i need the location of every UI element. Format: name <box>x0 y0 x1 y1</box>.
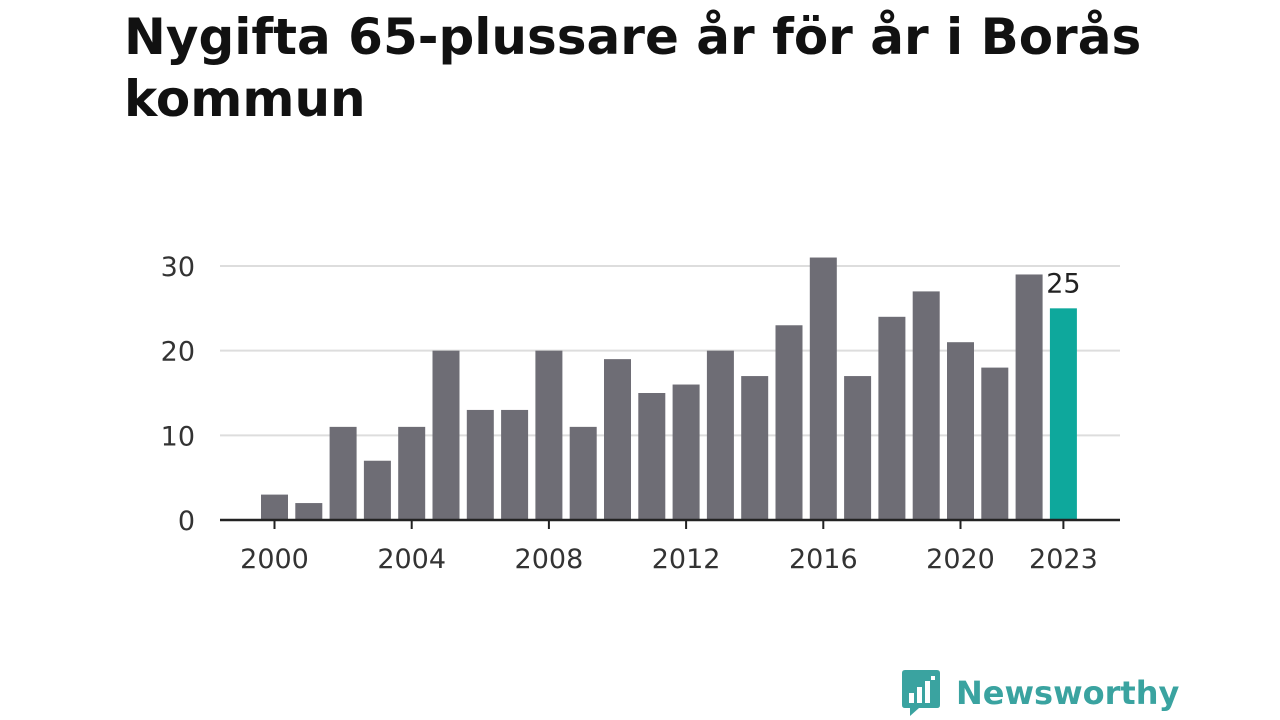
bar-2001 <box>295 503 323 520</box>
bar-2010 <box>604 359 631 520</box>
x-tick-label: 2004 <box>377 544 446 575</box>
bar-chart-speech-bubble-icon <box>902 670 940 716</box>
bar-2021 <box>981 367 1009 520</box>
bar-chart: 0 10 20 30 25 2000 2004 2008 2012 2016 2020 2023 <box>161 252 1120 575</box>
bar-2011 <box>638 393 666 520</box>
bar-2023 <box>1049 308 1077 520</box>
bar-2000 <box>261 494 288 520</box>
bar-2014 <box>741 376 769 520</box>
axes <box>220 518 1120 529</box>
bar-2007 <box>501 409 529 520</box>
x-tick-label: 2016 <box>789 544 858 575</box>
x-tick-label: 2000 <box>240 544 309 575</box>
bar-2006 <box>466 409 494 520</box>
bar-2003 <box>363 460 391 520</box>
bar-2019 <box>912 291 940 520</box>
chart-title: Nygifta 65-plussare år för år i Borås ko… <box>124 8 1142 128</box>
bar-2016 <box>809 257 837 520</box>
bar-2022 <box>1015 274 1043 520</box>
y-tick-label: 30 <box>161 252 195 283</box>
bar-2015 <box>775 325 803 520</box>
x-tick-label: 2008 <box>515 544 584 575</box>
bar-2013 <box>706 350 734 520</box>
bar-2012 <box>672 384 700 520</box>
bar-2008 <box>535 350 563 520</box>
y-tick-label: 0 <box>178 506 195 537</box>
x-tick-label: 2023 <box>1029 544 1098 575</box>
bar-2018 <box>878 316 906 520</box>
bar-2020 <box>947 342 974 520</box>
bar-2002 <box>329 426 357 520</box>
newsworthy-logo: Newsworthy <box>900 668 1179 718</box>
bar-2005 <box>432 350 460 520</box>
x-tick-label: 2020 <box>926 544 995 575</box>
bar-2004 <box>398 426 426 520</box>
bar-2009 <box>569 426 597 520</box>
bars <box>261 257 1077 520</box>
y-tick-label: 20 <box>161 337 195 368</box>
logo-text: Newsworthy <box>956 674 1180 712</box>
x-tick-label: 2012 <box>652 544 721 575</box>
labels: 0 10 20 30 25 2000 2004 2008 2012 2016 2020 2023 <box>161 252 1098 575</box>
data-label-2023: 25 <box>1046 268 1080 299</box>
y-tick-label: 10 <box>161 421 195 452</box>
bar-2017 <box>844 376 872 520</box>
